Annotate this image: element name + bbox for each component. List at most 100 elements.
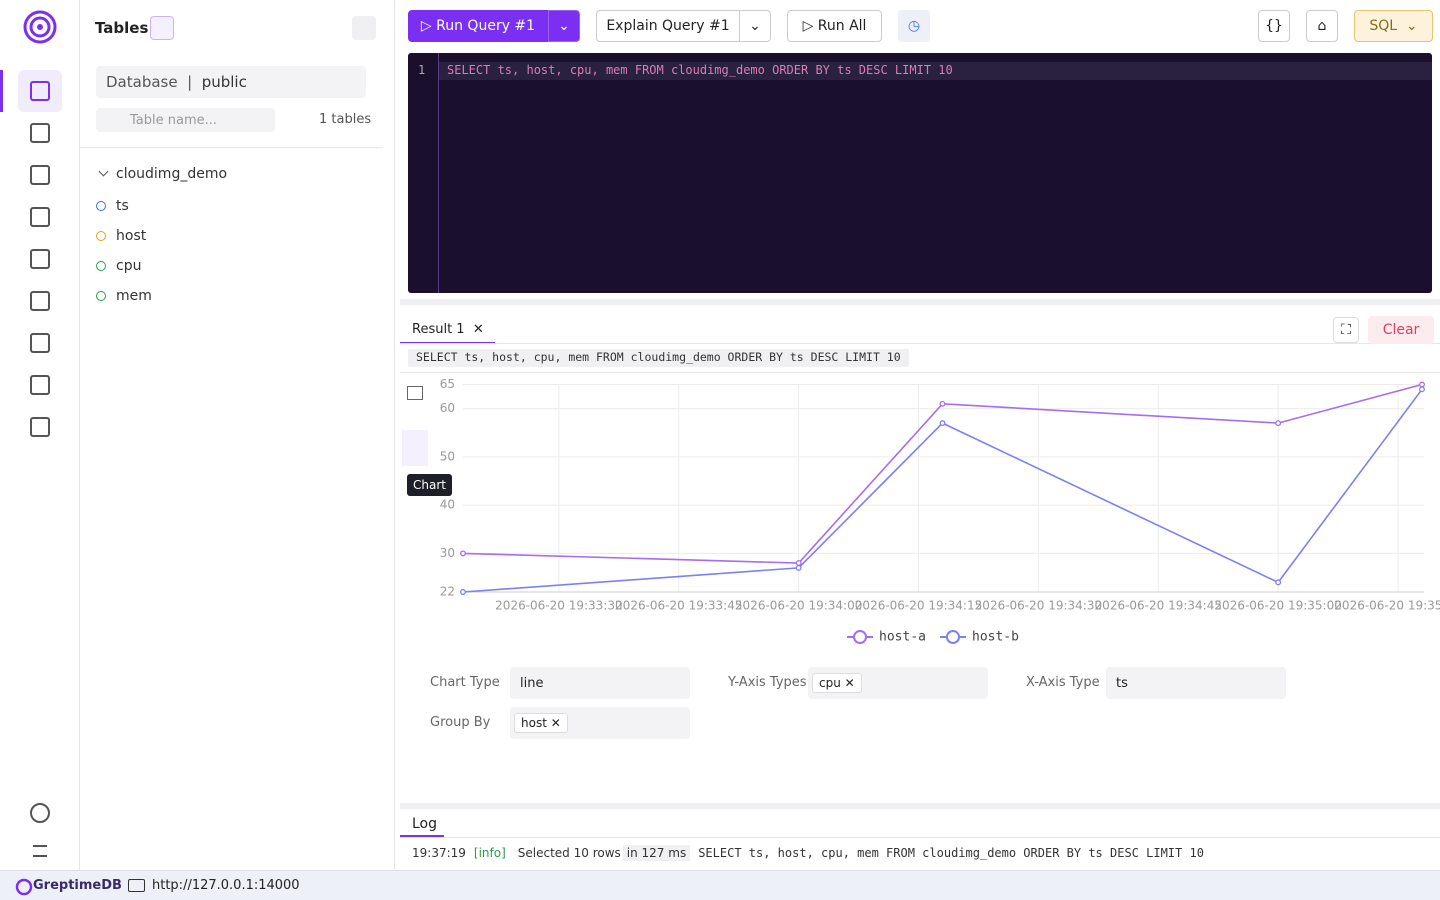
nav-icon[interactable]	[30, 165, 50, 185]
expand-icon[interactable]	[98, 166, 109, 177]
explain-dropdown[interactable]: ⌄	[739, 10, 771, 42]
y-tick-label: 30	[440, 546, 455, 560]
setting-label: Y-Axis Types	[728, 675, 807, 690]
search-placeholder: Table name...	[130, 112, 218, 128]
data-point	[460, 589, 466, 595]
log-query: SELECT ts, host, cpu, mem FROM cloudimg_…	[698, 846, 1204, 860]
run-all-label: Run All	[817, 18, 867, 34]
log-time: 19:37:19	[412, 846, 466, 860]
run-all-button[interactable]: ▷ Run All	[787, 10, 882, 42]
gutter-border	[438, 53, 439, 293]
run-label: Run Query #1	[436, 18, 536, 34]
data-point	[1419, 381, 1425, 388]
nav-icon[interactable]	[30, 375, 50, 395]
nav-icon[interactable]	[30, 333, 50, 353]
explain-label: Explain Query #1	[606, 18, 730, 34]
sql-editor[interactable]: 1 SELECT ts, host, cpu, mem FROM cloudim…	[408, 53, 1432, 293]
log-level: [info]	[473, 846, 506, 860]
setting-label: Group By	[430, 715, 491, 730]
table-tree: cloudimg_demo ts host cpu mem	[80, 160, 380, 320]
splitter[interactable]	[400, 803, 1440, 809]
legend-label: host-b	[972, 630, 1019, 645]
brand: GreptimeDB	[33, 878, 122, 893]
y-tick-label: 40	[440, 498, 455, 512]
format-button[interactable]: {}	[1258, 10, 1290, 42]
setting-value: line	[520, 675, 544, 691]
column-name[interactable]: mem	[96, 288, 152, 304]
group-by-select[interactable]: host ✕	[510, 707, 690, 739]
result-tab-label: Result 1	[412, 322, 465, 337]
logo	[23, 10, 57, 44]
table-name[interactable]: cloudimg_demo	[116, 166, 228, 182]
column-name[interactable]: ts	[96, 198, 129, 214]
splitter[interactable]	[400, 299, 1440, 305]
result-query: SELECT ts, host, cpu, mem FROM cloudimg_…	[408, 349, 909, 367]
divider	[400, 837, 1440, 838]
active-line	[439, 62, 1432, 80]
setting-label: Chart Type	[430, 675, 500, 690]
run-query-button[interactable]: ▷ Run Query #1	[408, 10, 548, 42]
server-url: http://127.0.0.1:14000	[152, 878, 300, 893]
refresh-button[interactable]	[150, 16, 174, 40]
data-point	[460, 550, 466, 557]
panel-title: Tables	[95, 19, 149, 37]
fullscreen-button[interactable]: ⛶	[1333, 317, 1359, 343]
column-name[interactable]: host	[96, 228, 146, 244]
divider	[80, 147, 383, 148]
collapse-button[interactable]	[352, 16, 376, 40]
data-point	[1275, 579, 1282, 586]
nav-menu[interactable]	[33, 845, 47, 857]
x-tick-label: 2026-06-20 19:33:45	[615, 599, 742, 613]
legend-marker	[946, 630, 960, 644]
y-tick-label: 65	[440, 377, 455, 391]
database-name: public	[201, 73, 247, 91]
nav-icon[interactable]	[30, 123, 50, 143]
column-icon	[96, 201, 106, 211]
x-tick-label: 2026-06-20 19:34:45	[1095, 599, 1222, 613]
database-select[interactable]: Database | public	[96, 66, 366, 98]
setting-label: X-Axis Type	[1026, 675, 1100, 690]
column-icon	[96, 231, 106, 241]
x-axis-select[interactable]: ts	[1106, 667, 1286, 699]
table-view-button[interactable]	[407, 386, 423, 400]
run-dropdown[interactable]: ⌄	[548, 10, 580, 42]
y-axis-select[interactable]: cpu ✕	[808, 667, 988, 699]
tab-underline	[400, 835, 444, 837]
setting-chip: host ✕	[514, 713, 568, 733]
language-select[interactable]: SQL ⌄	[1354, 10, 1433, 42]
status-bar: GreptimeDB http://127.0.0.1:14000	[0, 870, 1440, 900]
nav-icon[interactable]	[30, 291, 50, 311]
nav-settings[interactable]	[30, 803, 50, 823]
history-button[interactable]: ◷	[898, 10, 930, 42]
database-label: Database	[106, 73, 178, 91]
result-tab[interactable]: Result 1 ✕	[412, 322, 484, 337]
explain-button[interactable]: Explain Query #1	[596, 10, 740, 42]
tables-panel: Tables Database | public Table name... 1…	[80, 0, 395, 870]
nav-icon[interactable]	[30, 249, 50, 269]
divider	[400, 343, 1440, 344]
chart-type-select[interactable]: line	[510, 667, 690, 699]
nav-icon[interactable]	[30, 207, 50, 227]
table-search[interactable]: Table name...	[96, 108, 275, 132]
nav-active[interactable]	[18, 70, 62, 112]
nav-icon[interactable]	[30, 417, 50, 437]
log-tab[interactable]: Log	[412, 816, 438, 832]
x-tick-label: 2026-06-20 19:33:30	[495, 599, 622, 613]
clear-button[interactable]: Clear	[1368, 316, 1434, 344]
language-label: SQL	[1369, 18, 1398, 34]
x-tick-label: 2026-06-20 19:35:00	[1214, 599, 1341, 613]
ai-button[interactable]: ⌂	[1306, 10, 1338, 42]
y-tick-label: 50	[440, 449, 455, 463]
setting-value: ts	[1116, 675, 1128, 691]
chart-view-button[interactable]	[402, 430, 428, 466]
x-tick-label: 2026-06-20 19:35:15	[1334, 599, 1440, 613]
tooltip: Chart	[407, 474, 452, 496]
nav-query[interactable]	[30, 81, 50, 101]
data-point	[795, 564, 802, 571]
y-tick-label: 22	[440, 585, 455, 599]
column-icon	[96, 261, 106, 271]
column-name[interactable]: cpu	[96, 258, 141, 274]
data-point	[1275, 420, 1282, 427]
